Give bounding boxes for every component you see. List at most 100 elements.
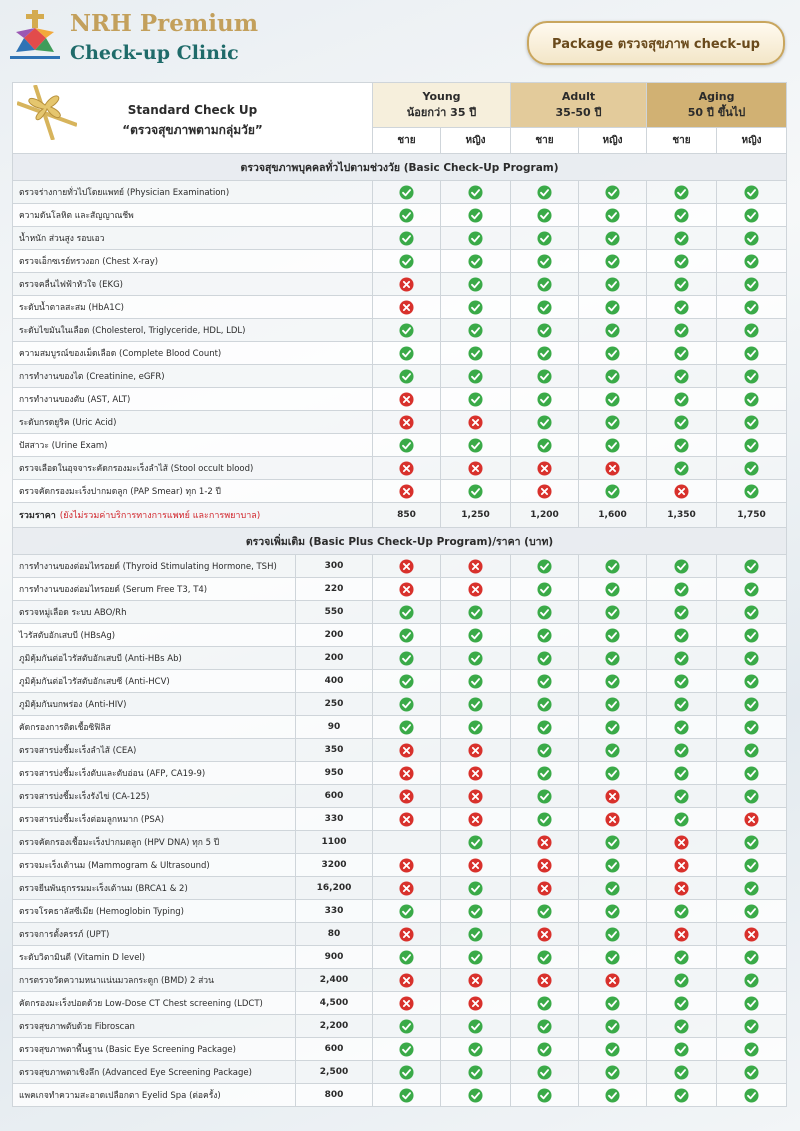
mark-cell — [440, 600, 512, 624]
total-price: 1,600 — [578, 502, 648, 528]
mark-cell — [578, 968, 648, 992]
mark-cell — [372, 249, 442, 273]
mark-cell — [716, 203, 788, 227]
mark-cell — [372, 669, 442, 693]
mark-cell — [510, 387, 580, 411]
mark-cell — [646, 968, 718, 992]
check-icon — [605, 742, 620, 758]
mark-cell — [578, 180, 648, 204]
test-label: ตรวจสารบ่งชี้มะเร็งลำไส้ (CEA) — [12, 738, 296, 762]
mark-cell — [646, 433, 718, 457]
test-label: ตรวจเลือดในอุจจาระคัดกรองมะเร็งลำไส้ (St… — [11, 456, 374, 480]
check-icon — [399, 696, 414, 712]
cross-icon — [468, 765, 483, 781]
test-label: การทำงานของไต (Creatinine, eGFR) — [11, 364, 374, 388]
mark-cell — [440, 295, 512, 319]
check-icon — [537, 581, 552, 597]
check-icon — [468, 276, 483, 292]
mark-cell — [372, 715, 442, 739]
check-icon — [537, 230, 552, 246]
mark-cell — [578, 807, 648, 831]
cross-icon — [399, 926, 414, 942]
mark-cell — [440, 646, 512, 670]
age-group: Adult 35-50 ปี — [510, 82, 648, 128]
mark-cell — [510, 623, 580, 647]
check-icon — [468, 368, 483, 384]
mark-cell — [510, 807, 580, 831]
check-icon — [468, 322, 483, 338]
mark-cell — [510, 876, 580, 900]
test-row: การทำงานของต่อมไทรอยด์ (Thyroid Stimulat… — [12, 554, 788, 578]
total-price: 1,750 — [716, 502, 788, 528]
cross-icon — [605, 811, 620, 827]
check-icon — [468, 207, 483, 223]
test-price: 220 — [294, 577, 374, 601]
check-icon — [399, 719, 414, 735]
mark-cell — [646, 807, 718, 831]
cross-icon — [399, 460, 414, 476]
mark-cell — [510, 1060, 580, 1084]
test-price: 330 — [294, 899, 374, 923]
mark-cell — [646, 899, 718, 923]
mark-cell — [646, 922, 718, 946]
test-row: ตรวจการตั้งครรภ์ (UPT) 80 — [12, 922, 788, 946]
check-icon — [744, 650, 759, 666]
test-row: ตรวจสุขภาพตาเชิงลึก (Advanced Eye Screen… — [12, 1060, 788, 1084]
mark-cell — [440, 738, 512, 762]
check-icon — [605, 299, 620, 315]
cross-icon — [399, 880, 414, 896]
check-icon — [674, 742, 689, 758]
mark-cell — [510, 479, 580, 503]
cross-icon — [468, 857, 483, 873]
section-title: ตรวจเพิ่มเติม (Basic Plus Check-Up Progr… — [11, 527, 788, 555]
check-icon — [674, 765, 689, 781]
mark-cell — [440, 669, 512, 693]
test-row: ตรวจสุขภาพตับด้วย Fibroscan 2,200 — [12, 1014, 788, 1038]
test-price: 250 — [294, 692, 374, 716]
mark-cell — [578, 1060, 648, 1084]
test-row: คัดกรองมะเร็งปอดด้วย Low-Dose CT Chest s… — [12, 991, 788, 1015]
mark-cell — [578, 830, 648, 854]
mark-cell — [372, 922, 442, 946]
test-label: ภูมิคุ้มกันต่อไวรัสตับอักเสบบี (Anti-HBs… — [12, 646, 296, 670]
check-icon — [399, 368, 414, 384]
mark-cell — [716, 968, 788, 992]
check-icon — [744, 207, 759, 223]
mark-cell — [440, 761, 512, 785]
mark-cell — [372, 1037, 442, 1061]
mark-cell — [578, 364, 648, 388]
mark-cell — [646, 1037, 718, 1061]
check-icon — [744, 1064, 759, 1080]
mark-cell — [646, 249, 718, 273]
check-icon — [537, 811, 552, 827]
mark-cell — [440, 249, 512, 273]
mark-cell — [372, 899, 442, 923]
cross-icon — [399, 788, 414, 804]
cross-icon — [605, 972, 620, 988]
cross-icon — [468, 811, 483, 827]
check-icon — [674, 673, 689, 689]
check-icon — [605, 627, 620, 643]
check-icon — [605, 949, 620, 965]
test-price: 200 — [294, 646, 374, 670]
mark-cell — [510, 991, 580, 1015]
cross-icon — [399, 972, 414, 988]
check-icon — [399, 604, 414, 620]
cross-icon — [605, 788, 620, 804]
mark-cell — [646, 692, 718, 716]
check-icon — [537, 437, 552, 453]
mark-cell — [510, 318, 580, 342]
check-icon — [605, 604, 620, 620]
check-icon — [674, 650, 689, 666]
check-icon — [537, 276, 552, 292]
age-group-range: น้อยกว่า 35 ปี — [406, 105, 477, 119]
check-icon — [605, 1041, 620, 1057]
mark-cell — [372, 341, 442, 365]
test-label: ตรวจร่างกายทั่วไปโดยแพทย์ (Physician Exa… — [11, 180, 374, 204]
age-group-name: Adult — [561, 89, 596, 103]
test-row: ตรวจสุขภาพตาพื้นฐาน (Basic Eye Screening… — [12, 1037, 788, 1061]
mark-cell — [578, 784, 648, 808]
mark-cell — [510, 203, 580, 227]
check-icon — [674, 558, 689, 574]
check-icon — [744, 719, 759, 735]
